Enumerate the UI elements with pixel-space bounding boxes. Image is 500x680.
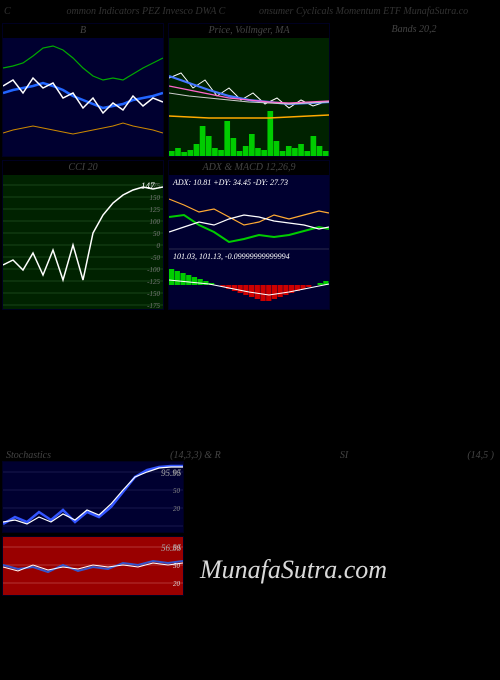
svg-text:125: 125 [150,206,161,214]
chart-rsi: 80502056.55 [3,537,183,595]
chart-cci: 175150125100500-50-100-125-150-175147 [3,175,163,309]
row-2: CCI 20 175150125100500-50-100-125-150-17… [0,160,500,310]
panel-bb-title: B [3,24,163,38]
panel-adx: ADX & MACD 12,26,9 ADX: 10.81 +DY: 34.45… [168,160,330,310]
chart-price [169,38,329,156]
stoch-title-row: Stochastics (14,3,3) & R SI (14,5 ) [0,450,500,461]
page-header: C ommon Indicators PEZ Invesco DWA C ons… [0,0,500,23]
rsi-params: (14,5 ) [467,450,494,461]
panel-cci: CCI 20 175150125100500-50-100-125-150-17… [2,160,164,310]
stoch-params: (14,3,3) & R [170,450,221,461]
svg-text:20: 20 [173,580,181,588]
svg-text:50: 50 [173,487,181,495]
header-right: onsumer Cyclicals Momentum ETF MunafaSut… [259,6,468,17]
svg-text:-50: -50 [151,254,161,262]
svg-text:20: 20 [173,505,181,513]
panel-bb: B [2,23,164,157]
svg-text:50: 50 [153,230,161,238]
row-3: 80502095.95 [0,461,500,533]
chart-bb [3,38,163,156]
svg-text:-125: -125 [147,278,160,286]
rsi-label: SI [340,450,348,461]
svg-text:ADX: 10.81 +DY: 34.45 -DY: 27.: ADX: 10.81 +DY: 34.45 -DY: 27.73 [172,178,288,187]
chart-adx: ADX: 10.81 +DY: 34.45 -DY: 27.73 101.03, … [169,175,329,309]
svg-text:147: 147 [141,181,155,191]
svg-text:-175: -175 [147,302,160,309]
panel-adx-title: ADX & MACD 12,26,9 [169,161,329,175]
svg-text:56.55: 56.55 [161,543,182,553]
svg-text:0: 0 [157,242,161,250]
header-mid: ommon Indicators PEZ Invesco DWA C [67,6,257,17]
panel-bands-title: Bands 20,2 [334,23,494,37]
panel-cci-title: CCI 20 [3,161,163,175]
panel-price: Price, Vollmger, MA [168,23,330,157]
svg-text:150: 150 [150,194,161,202]
svg-text:-150: -150 [147,290,160,298]
panel-stoch: 80502095.95 [2,461,184,533]
panel-rsi: 80502056.55 [2,536,184,596]
panel-price-title: Price, Vollmger, MA [169,24,329,38]
stoch-label: Stochastics [6,450,51,461]
row-4: 80502056.55 [0,536,500,596]
svg-text:-100: -100 [147,266,160,274]
svg-text:101.03, 101.13, -0.099999999: 101.03, 101.13, -0.09999999999994 [173,252,290,261]
row-1: B Price, Vollmger, MA Bands 20,2 [0,23,500,157]
chart-stoch: 80502095.95 [3,462,183,532]
panel-bands: Bands 20,2 [334,23,494,157]
header-left: C [4,6,64,17]
svg-text:95.95: 95.95 [161,468,182,478]
svg-text:100: 100 [150,218,161,226]
